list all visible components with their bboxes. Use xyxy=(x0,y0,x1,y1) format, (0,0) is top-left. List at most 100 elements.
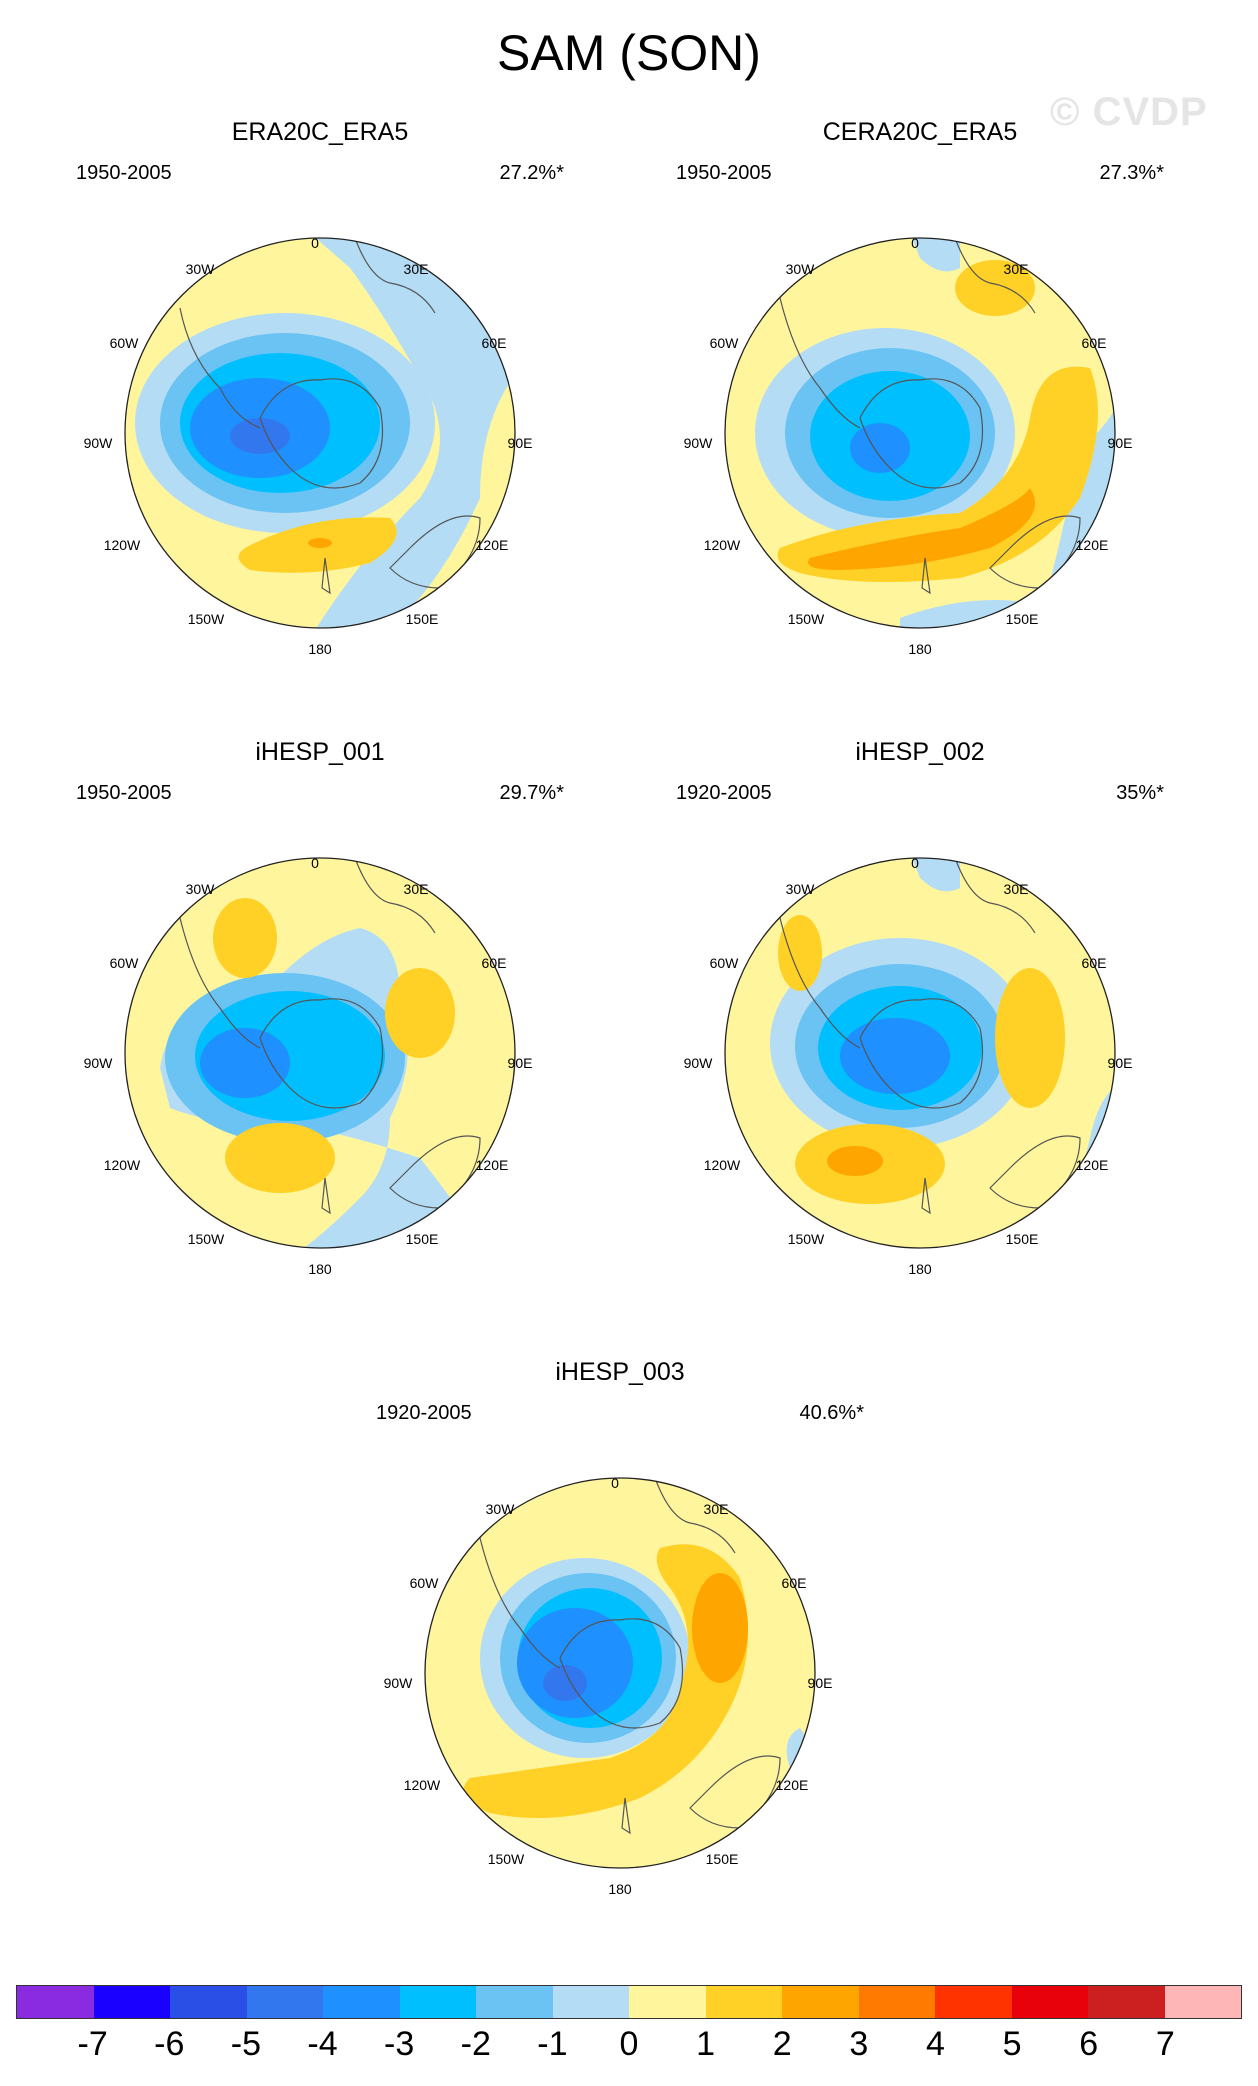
colorbar-tick-label: 0 xyxy=(619,2025,639,2063)
lon-label-120e: 120E xyxy=(476,537,509,553)
lon-label-90e: 90E xyxy=(1108,435,1133,451)
panel-era20c-era5: 0 180 30E 60E 90E 120E 150E 30W 60W 90W … xyxy=(60,118,580,718)
lon-label-60w: 60W xyxy=(410,1575,440,1591)
cvdp-watermark: © CVDP xyxy=(1050,90,1208,134)
lon-label-150w: 150W xyxy=(488,1851,525,1867)
colorbar-cell xyxy=(1164,1986,1241,2018)
lon-label-150w: 150W xyxy=(788,611,825,627)
anomaly-contours xyxy=(425,1544,809,1836)
panel-ihesp-002: 0 180 30E 60E 90E 120E 150E 30W 60W 90W … xyxy=(660,738,1180,1338)
lon-label-90e: 90E xyxy=(508,435,533,451)
lon-label-150w: 150W xyxy=(188,1231,225,1247)
lon-label-60e: 60E xyxy=(482,335,507,351)
colorbar-cell xyxy=(858,1986,935,2018)
lon-label-30e: 30E xyxy=(404,261,429,277)
lon-label-180: 180 xyxy=(308,1261,332,1277)
lon-label-30e: 30E xyxy=(404,881,429,897)
coastlines xyxy=(479,1478,781,1835)
colorbar-cell xyxy=(476,1986,553,2018)
lon-label-120w: 120W xyxy=(704,1157,741,1173)
lon-label-0: 0 xyxy=(311,235,319,251)
lon-label-150w: 150W xyxy=(788,1231,825,1247)
variance-label: 29.7%* xyxy=(499,782,565,804)
polar-map: 0 180 30E 60E 90E 120E 150E 30W 60W 90W … xyxy=(384,1475,833,1897)
lon-label-60e: 60E xyxy=(482,955,507,971)
panel-title: iHESP_002 xyxy=(855,738,985,766)
polar-map: 0 180 30E 60E 90E 120E 150E 30W 60W 90W … xyxy=(684,855,1133,1277)
lon-label-90w: 90W xyxy=(384,1675,414,1691)
coastlines xyxy=(179,858,481,1215)
lon-label-60e: 60E xyxy=(1082,335,1107,351)
variance-label: 27.3%* xyxy=(1099,162,1165,184)
lon-label-120e: 120E xyxy=(1076,1157,1109,1173)
polar-map: 0 180 30E 60E 90E 120E 150E 30W 60W 90W … xyxy=(684,235,1133,657)
lon-label-180: 180 xyxy=(308,641,332,657)
coastlines xyxy=(779,858,1081,1215)
period-label: 1950-2005 xyxy=(76,162,172,184)
variance-label: 35%* xyxy=(1116,782,1164,804)
polar-map: 0 180 30E 60E 90E 120E 150E 30W 60W 90W … xyxy=(84,235,533,657)
colorbar-tick-label: -2 xyxy=(460,2025,491,2063)
lon-label-60w: 60W xyxy=(710,955,740,971)
colorbar-tick-label: -6 xyxy=(154,2025,185,2063)
colorbar-cell xyxy=(17,1986,94,2018)
lon-label-90w: 90W xyxy=(84,1055,114,1071)
variance-label: 40.6%* xyxy=(799,1402,865,1424)
panel-cera20c-era5: 0 180 30E 60E 90E 120E 150E 30W 60W 90W … xyxy=(660,118,1180,718)
colorbar-cell xyxy=(93,1986,170,2018)
map-border xyxy=(124,857,516,1249)
lon-label-60w: 60W xyxy=(110,335,140,351)
lon-label-30w: 30W xyxy=(186,261,216,277)
lon-label-120w: 120W xyxy=(704,537,741,553)
lon-label-150e: 150E xyxy=(706,1851,739,1867)
map-border xyxy=(424,1477,816,1869)
coastlines xyxy=(779,238,1081,595)
lon-label-150e: 150E xyxy=(406,1231,439,1247)
variance-label: 27.2%* xyxy=(499,162,565,184)
colorbar-cell xyxy=(1088,1986,1165,2018)
colorbar-tick-label: 5 xyxy=(1002,2025,1022,2063)
lon-label-60w: 60W xyxy=(110,955,140,971)
figure-title: SAM (SON) xyxy=(497,25,761,81)
lon-label-0: 0 xyxy=(911,855,919,871)
colorbar-tick-label: -7 xyxy=(77,2025,108,2063)
lon-label-30w: 30W xyxy=(786,881,816,897)
lon-label-30e: 30E xyxy=(1004,881,1029,897)
map-border xyxy=(724,237,1116,629)
panel-title: iHESP_003 xyxy=(555,1358,685,1386)
lon-label-90w: 90W xyxy=(84,435,114,451)
colorbar-cell xyxy=(246,1986,323,2018)
lon-label-30e: 30E xyxy=(1004,261,1029,277)
colorbar-cell xyxy=(629,1986,706,2018)
lon-label-60w: 60W xyxy=(710,335,740,351)
lon-label-30w: 30W xyxy=(786,261,816,277)
colorbar-tick-label: 7 xyxy=(1155,2025,1175,2063)
lon-label-90e: 90E xyxy=(508,1055,533,1071)
lon-label-90e: 90E xyxy=(808,1675,833,1691)
panel-title: iHESP_001 xyxy=(255,738,385,766)
colorbar-cell xyxy=(170,1986,247,2018)
lon-label-90w: 90W xyxy=(684,1055,714,1071)
lon-label-120e: 120E xyxy=(776,1777,809,1793)
panel-title: CERA20C_ERA5 xyxy=(822,118,1018,146)
lon-label-180: 180 xyxy=(908,641,932,657)
lon-label-150e: 150E xyxy=(1006,611,1039,627)
lon-label-30w: 30W xyxy=(186,881,216,897)
colorbar-cell xyxy=(1011,1986,1088,2018)
lon-label-0: 0 xyxy=(911,235,919,251)
lon-label-30w: 30W xyxy=(486,1501,516,1517)
colorbar-cell xyxy=(935,1986,1012,2018)
colorbar-tick-label: 1 xyxy=(696,2025,716,2063)
panel-ihesp-003: 0 180 30E 60E 90E 120E 150E 30W 60W 90W … xyxy=(360,1358,880,1958)
lon-label-90e: 90E xyxy=(1108,1055,1133,1071)
colorbar-cell xyxy=(323,1986,400,2018)
colorbar-tick-label: 4 xyxy=(926,2025,945,2063)
period-label: 1920-2005 xyxy=(376,1402,472,1424)
lon-label-0: 0 xyxy=(611,1475,619,1491)
lon-label-120e: 120E xyxy=(476,1157,509,1173)
colorbar-cell xyxy=(782,1986,859,2018)
colorbar-tick-label: -5 xyxy=(230,2025,261,2063)
colorbar-tick-label: 6 xyxy=(1079,2025,1099,2063)
colorbar-cell xyxy=(705,1986,782,2018)
lon-label-150w: 150W xyxy=(188,611,225,627)
